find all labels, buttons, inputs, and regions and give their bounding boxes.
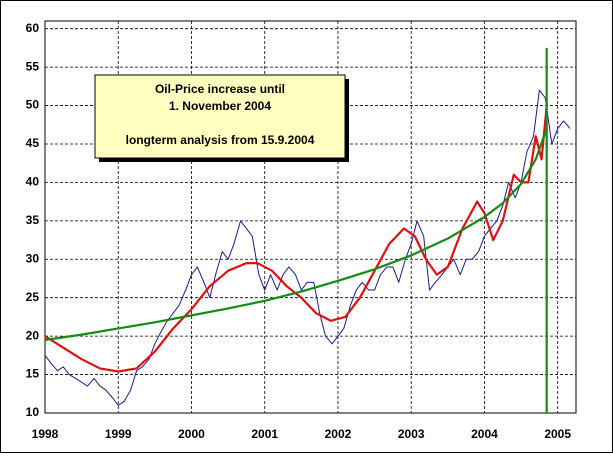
annotation-text: Oil-Price increase until [155,82,285,96]
x-tick-label: 2003 [398,427,425,441]
y-tick-label: 20 [26,328,40,342]
y-tick-label: 35 [26,213,40,227]
x-tick-label: 2005 [544,427,571,441]
x-tick-label: 2002 [325,427,352,441]
y-tick-label: 25 [26,290,40,304]
x-tick-label: 2001 [251,427,278,441]
y-tick-label: 45 [26,136,40,150]
y-tick-label: 60 [26,21,40,35]
y-tick-label: 55 [26,59,40,73]
annotation-box [94,74,346,159]
y-tick-label: 30 [26,251,40,265]
y-tick-label: 10 [26,405,40,419]
series-line [44,128,548,342]
y-tick-label: 40 [26,175,40,189]
annotation-text: 1. November 2004 [169,99,271,113]
series-line [44,89,571,406]
y-tick-label: 50 [26,98,40,112]
y-tick-label: 15 [26,367,40,381]
x-tick-label: 2000 [178,427,205,441]
x-tick-label: 2004 [471,427,498,441]
x-tick-label: 1999 [105,427,132,441]
annotation-text: longterm analysis from 15.9.2004 [126,133,315,147]
x-tick-label: 1998 [32,427,59,441]
series-line [44,105,548,373]
